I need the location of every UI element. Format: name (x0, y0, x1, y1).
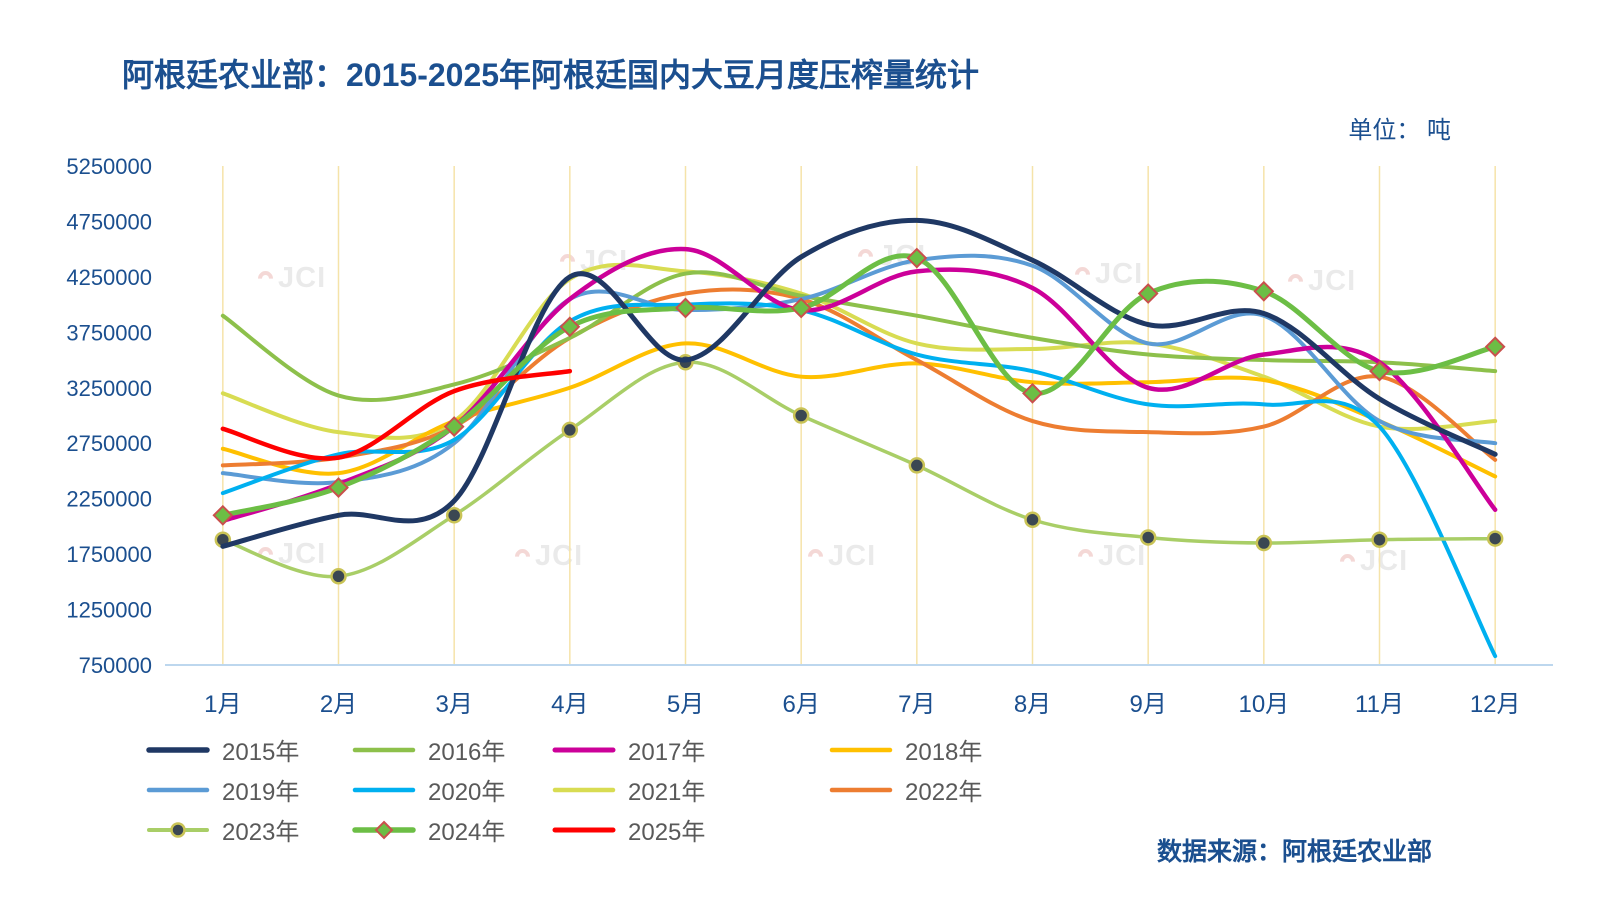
legend-swatch-icon (352, 820, 416, 839)
series-marker-2023年 (330, 568, 347, 585)
series-marker-2023年 (1139, 529, 1157, 546)
data-source: 数据来源：阿根廷农业部 (1156, 838, 1432, 866)
series-line-2021年 (220, 262, 1498, 440)
series-line-2020年 (220, 301, 1498, 659)
x-axis-label: 5月 (667, 691, 704, 718)
legend-label: 2024年 (428, 819, 506, 846)
legend: 2015年 2016年 2017年 2018年 2019年 2020年 2021年 2022年… (146, 730, 1089, 849)
y-tick-label: 1750000 (66, 542, 152, 567)
legend-label: 2019年 (222, 779, 300, 806)
legend-label: 2023年 (222, 819, 300, 846)
series-marker-2024年 (675, 297, 696, 319)
legend-swatch-icon (146, 787, 210, 792)
series-marker-2023年 (1371, 531, 1388, 548)
series-marker-2024年 (1137, 283, 1159, 304)
legend-swatch-icon (829, 787, 893, 792)
series-line-2019年 (220, 253, 1498, 486)
y-tick-label: 3750000 (66, 320, 152, 345)
legend-item-2017年: 2017年 (552, 730, 829, 769)
series-marker-2023年 (1486, 530, 1504, 547)
series-marker-2024年 (328, 477, 349, 498)
x-axis-label: 6月 (782, 691, 819, 718)
y-tick-label: 2250000 (66, 487, 152, 512)
x-axis-label: 7月 (898, 691, 935, 718)
series-marker-2023年 (1255, 534, 1273, 552)
y-tick-label: 4750000 (66, 209, 152, 234)
legend-swatch-icon (829, 747, 893, 752)
legend-label: 2020年 (428, 779, 506, 806)
legend-item-2016年: 2016年 (352, 730, 552, 769)
y-tick-label: 1250000 (66, 598, 152, 623)
legend-item-2023年: 2023年 (146, 810, 352, 849)
x-axis-label: 11月 (1355, 691, 1404, 718)
legend-item-2025年: 2025年 (552, 810, 829, 849)
x-axis-label: 2月 (320, 691, 357, 718)
legend-item-2015年: 2015年 (146, 730, 352, 769)
x-axis-label: 9月 (1129, 691, 1166, 718)
series-marker-2023年 (1024, 511, 1041, 528)
legend-item-2024年: 2024年 (352, 810, 552, 849)
series-line-2017年 (220, 246, 1498, 524)
unit-label: 单位： 吨 (1348, 117, 1451, 144)
y-tick-label: 4250000 (66, 265, 152, 290)
legend-swatch-icon (552, 747, 616, 752)
series-marker-2024年 (212, 504, 234, 526)
series-marker-2024年 (790, 297, 812, 319)
series-marker-2024年 (906, 247, 928, 269)
x-axis-label: 1月 (204, 691, 241, 718)
legend-label: 2016年 (428, 739, 506, 766)
legend-label: 2021年 (628, 779, 706, 806)
series-line-2018年 (220, 341, 1498, 479)
series-marker-2024年 (1253, 280, 1275, 302)
series-line-2015年 (220, 217, 1498, 549)
series-line-2025年 (220, 368, 573, 461)
legend-swatch-icon (147, 821, 209, 838)
x-axis-label: 3月 (435, 691, 472, 718)
series-marker-2023年 (561, 421, 579, 439)
legend-swatch-icon (552, 827, 616, 832)
legend-swatch-icon (352, 787, 416, 792)
legend-item-2019年: 2019年 (146, 770, 352, 809)
legend-swatch-icon (352, 747, 416, 752)
x-axis-label: 4月 (551, 691, 588, 718)
series-marker-2024年 (1022, 382, 1043, 404)
series-marker-2023年 (445, 507, 463, 524)
series-marker-2024年 (443, 416, 465, 438)
legend-item-2018年: 2018年 (829, 730, 1089, 769)
y-tick-label: 5250000 (66, 154, 152, 179)
legend-swatch-icon (146, 746, 210, 753)
legend-label: 2022年 (905, 779, 983, 806)
legend-label: 2018年 (905, 739, 983, 766)
series-marker-2024年 (1484, 336, 1506, 358)
x-axis-label: 12月 (1470, 691, 1521, 718)
legend-item-2021年: 2021年 (552, 770, 829, 809)
legend-item-2020年: 2020年 (352, 770, 552, 809)
legend-item-2022年: 2022年 (829, 770, 1089, 809)
legend-label: 2025年 (628, 819, 706, 846)
series-marker-2024年 (1369, 360, 1390, 382)
series-marker-2023年 (908, 457, 926, 474)
legend-label: 2017年 (628, 739, 706, 766)
x-axis-label: 10月 (1238, 691, 1289, 718)
series-marker-2024年 (559, 316, 581, 338)
y-tick-label: 3250000 (66, 376, 152, 401)
y-tick-label: 750000 (79, 653, 152, 678)
series-marker-2023年 (792, 407, 810, 424)
x-axis-label: 8月 (1014, 691, 1051, 718)
y-tick-label: 2750000 (66, 431, 152, 456)
chart-title: 阿根廷农业部：2015-2025年阿根廷国内大豆月度压榨量统计 (122, 57, 980, 93)
legend-label: 2015年 (222, 739, 300, 766)
legend-swatch-icon (552, 787, 616, 792)
